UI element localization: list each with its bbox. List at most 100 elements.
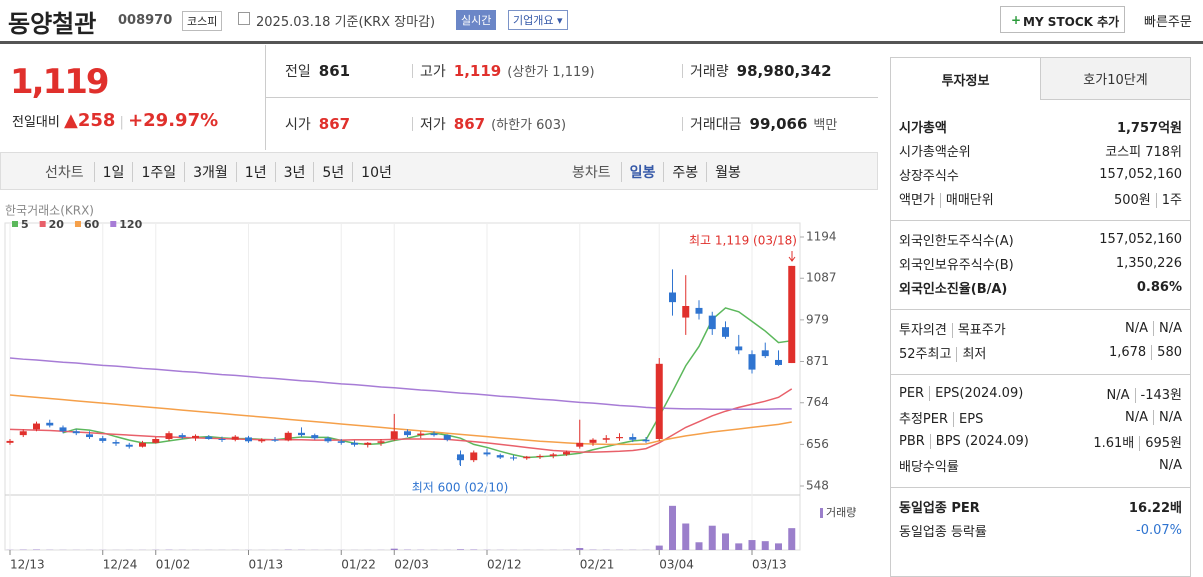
invest-label-part: 외국인소진율(B/A) — [899, 281, 1008, 297]
invest-value: 1.61배 695원 — [1093, 432, 1182, 451]
invest-label: PBR BPS (2024.09) — [899, 433, 1029, 449]
candle-tab[interactable]: 월봉 — [706, 162, 749, 182]
invest-value-part: 코스피 718위 — [1105, 144, 1182, 160]
invest-value: N/A — [1159, 458, 1182, 473]
candle-body — [443, 435, 451, 440]
period-tab[interactable]: 3년 — [274, 162, 314, 182]
moving-average — [9, 394, 792, 446]
candle-body — [298, 432, 305, 436]
summary-item: 고가 1,119 (상한가 1,119) — [412, 61, 595, 81]
invest-tab[interactable]: 투자정보 — [891, 58, 1041, 100]
invest-value: 코스피 718위 — [1105, 141, 1182, 160]
summary-extra: (상한가 1,119) — [507, 65, 595, 80]
invest-value: N/A N/A — [1125, 409, 1182, 425]
candle-body — [271, 439, 279, 441]
summary-item: 시가 867 — [285, 114, 350, 134]
volume-bar — [788, 528, 796, 550]
candle-body — [735, 346, 743, 351]
candle-tab[interactable]: 일봉 — [620, 162, 664, 182]
invest-value-part: N/A — [1106, 387, 1130, 403]
mystock-button[interactable]: + MY STOCK 추가 — [1000, 6, 1125, 33]
plot-frame — [4, 222, 801, 551]
candle-body — [390, 431, 398, 439]
period-tab[interactable]: 1주일 — [132, 162, 184, 182]
summary-item: 거래대금 99,066 백만 — [682, 114, 838, 134]
summary-item: 저가 867 (하한가 603) — [412, 114, 566, 134]
period-tab[interactable]: 1일 — [93, 162, 133, 182]
period-tab[interactable]: 3개월 — [184, 162, 236, 182]
x-tick-label: 02/03 — [394, 558, 429, 572]
invest-label: PER EPS(2024.09) — [899, 385, 1024, 401]
invest-label-part: 목표주가 — [951, 322, 1006, 338]
change-row: 전일대비 ▲258 | +29.97% — [12, 110, 219, 131]
invest-label-part: 배당수익률 — [899, 459, 959, 475]
header-rule — [0, 41, 1203, 44]
invest-label: 액면가 매매단위 — [899, 189, 994, 208]
invest-row: 투자의견 목표주가 N/A N/A — [899, 316, 1182, 340]
invest-label: 추정PER EPS — [899, 408, 984, 427]
invest-value-part: N/A — [1125, 409, 1148, 425]
volume-bar — [708, 525, 716, 550]
period-tab[interactable]: 5년 — [313, 162, 352, 182]
invest-label-part: 동일업종 등락률 — [899, 524, 987, 540]
invest-row: PBR BPS (2024.09) 1.61배 695원 — [899, 429, 1182, 453]
invest-row: 액면가 매매단위 500원 1주 — [899, 186, 1182, 210]
candle-body — [616, 437, 623, 439]
candle-body — [457, 454, 464, 461]
candle-body — [417, 433, 425, 436]
candle-body — [589, 439, 597, 443]
summary-label: 거래량 — [690, 64, 729, 80]
invest-label-part: PER — [899, 385, 925, 401]
spacer — [891, 100, 1190, 112]
invest-label: 시가총액 — [899, 117, 947, 136]
candle-body — [563, 452, 570, 455]
invest-label: 시가총액순위 — [899, 141, 971, 160]
volume-label: 거래량 — [826, 506, 856, 519]
candle-body — [748, 354, 756, 370]
invest-row: 추정PER EPS N/A N/A — [899, 405, 1182, 429]
plus-icon: + — [1011, 13, 1022, 27]
invest-label-part: 추정PER — [899, 411, 949, 427]
quick-order[interactable]: 빠른주문 — [1144, 15, 1192, 30]
realtime-badge[interactable]: 실시간 — [456, 10, 497, 30]
summary-value: 861 — [318, 62, 351, 80]
invest-value: 1,350,226 — [1116, 256, 1182, 271]
mystock-label: MY STOCK 추가 — [1023, 15, 1120, 29]
summary-item: 거래량 98,980,342 — [682, 61, 832, 81]
y-tick-label: 656 — [806, 437, 829, 451]
invest-value-part: N/A — [1153, 320, 1182, 336]
candle-body — [139, 442, 146, 447]
source: 한국거래소(KRX) — [5, 204, 94, 218]
company-button[interactable]: 기업개요 ▾ — [508, 10, 568, 30]
candle-tab[interactable]: 주봉 — [663, 162, 706, 182]
invest-value: 16.22배 — [1129, 497, 1182, 516]
invest-value: N/A N/A — [1125, 320, 1182, 336]
moving-average — [62, 307, 792, 459]
summary-extra: 백만 — [813, 118, 838, 133]
invest-label-part: 최저 — [956, 346, 987, 362]
period-tab[interactable]: 10년 — [352, 162, 400, 182]
invest-label: 동일업종 PER — [899, 497, 980, 516]
x-tick-label: 01/13 — [249, 558, 284, 572]
invest-label-part: 시가총액순위 — [899, 144, 971, 160]
invest-value: -0.07% — [1136, 523, 1182, 538]
invest-label-part: 동일업종 PER — [899, 500, 980, 516]
candle-body — [722, 327, 729, 337]
invest-label-part: 투자의견 — [899, 322, 947, 338]
candle-body — [496, 455, 504, 458]
candle-body — [775, 359, 782, 365]
invest-tab[interactable]: 호가10단계 — [1041, 58, 1190, 100]
summary-value: 98,980,342 — [736, 62, 832, 80]
invest-label-part: 외국인한도주식수(A) — [899, 233, 1014, 249]
legend-swatch — [110, 221, 117, 227]
candle-body — [602, 438, 610, 440]
candle-body — [178, 435, 186, 438]
summary-value: 867 — [453, 115, 486, 133]
candle-body — [483, 452, 491, 455]
candle-body — [695, 307, 703, 314]
period-tab[interactable]: 1년 — [235, 162, 275, 182]
invest-row: 동일업종 PER 16.22배 — [899, 494, 1182, 518]
y-tick-label: 1194 — [806, 230, 837, 244]
